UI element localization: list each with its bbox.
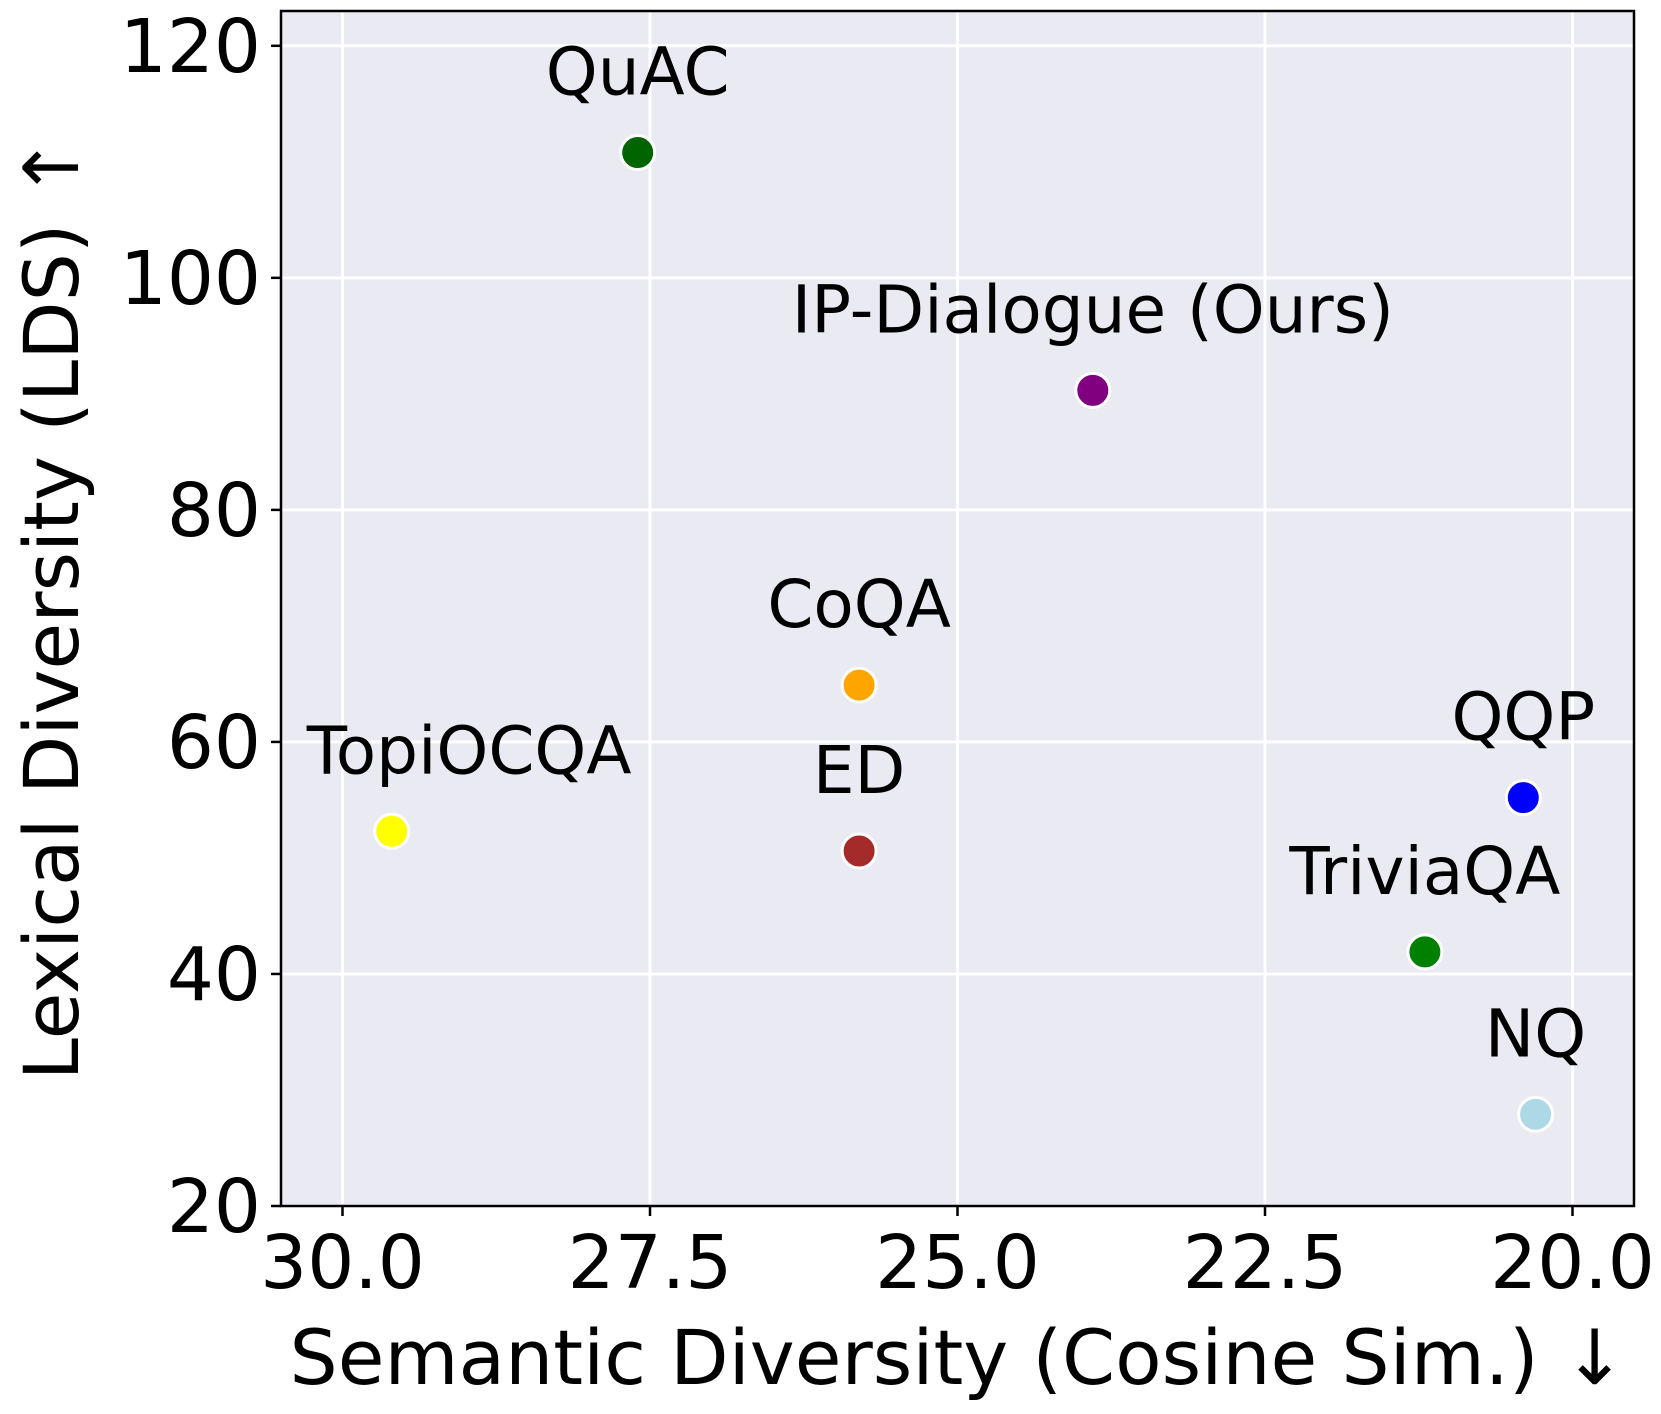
x-tick-label: 30.0 (260, 1220, 425, 1306)
x-tick-label: 27.5 (568, 1220, 733, 1306)
point-quac (619, 134, 657, 172)
label-qqp: QQP (1451, 679, 1595, 756)
point-qqp (1504, 779, 1542, 817)
label-ed: ED (813, 732, 906, 809)
label-nq: NQ (1485, 995, 1586, 1072)
point-ed (840, 832, 878, 870)
point-coqa (840, 666, 878, 704)
point-triviaqa (1406, 933, 1444, 971)
x-axis-label: Semantic Diversity (Cosine Sim.) ↓ (290, 1313, 1627, 1402)
point-ip-dialogue-ours (1074, 371, 1112, 409)
y-tick-label: 40 (167, 932, 261, 1018)
y-axis-label: Lexical Diversity (LDS) ↑ (7, 136, 96, 1081)
point-topiocqa (373, 812, 411, 850)
label-ip-dialogue-ours: IP-Dialogue (Ours) (792, 271, 1394, 348)
grid-lines (281, 11, 1634, 1208)
label-topiocqa: TopiOCQA (306, 712, 632, 789)
x-tick-label: 22.5 (1183, 1220, 1348, 1306)
y-tick-label: 20 (167, 1164, 261, 1250)
y-tick-label: 80 (167, 468, 261, 554)
y-tick-label: 100 (120, 236, 261, 322)
y-tick-label: 120 (120, 4, 261, 90)
y-tick-label: 60 (167, 700, 261, 786)
axis-ticks: 30.0 27.5 25.0 22.5 20.0 20 40 60 80 100 120 (120, 4, 1655, 1306)
label-triviaqa: TriviaQA (1288, 833, 1560, 910)
point-nq (1517, 1095, 1555, 1133)
x-tick-label: 20.0 (1490, 1220, 1655, 1306)
x-tick-label: 25.0 (875, 1220, 1040, 1306)
point-labels: QuAC IP-Dialogue (Ours) CoQA TopiOCQA ED QQP T… (306, 34, 1595, 1073)
data-points (373, 134, 1555, 1133)
label-quac: QuAC (546, 34, 730, 111)
label-coqa: CoQA (767, 566, 951, 643)
